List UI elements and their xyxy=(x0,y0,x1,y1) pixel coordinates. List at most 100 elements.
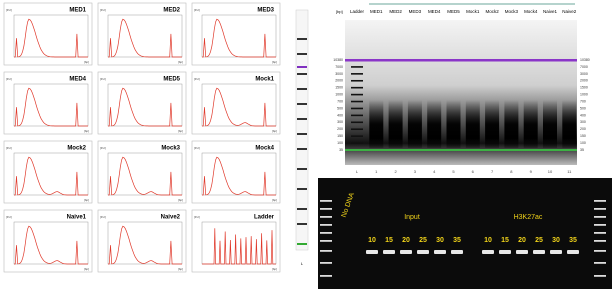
trace xyxy=(202,228,276,265)
lane-number: L xyxy=(356,169,359,174)
gel-ladder-band xyxy=(594,216,606,218)
size-label-left: 1500 xyxy=(335,86,343,90)
gel-ladder-band xyxy=(594,200,606,202)
ladder-strip xyxy=(295,9,309,251)
y-unit: [FU] xyxy=(194,8,200,12)
lane-label: Naive1 xyxy=(543,9,558,14)
plot-area xyxy=(107,152,183,196)
x-unit: [bp] xyxy=(84,198,89,202)
size-label-left: 7000 xyxy=(335,65,343,69)
dna-band xyxy=(417,250,429,254)
gel-ladder-band xyxy=(320,232,332,234)
panel-title: Mock1 xyxy=(255,77,274,83)
dna-band xyxy=(482,250,494,254)
x-unit: [bp] xyxy=(272,129,277,133)
panel-title: Ladder xyxy=(254,215,275,221)
dna-band xyxy=(383,250,395,254)
strip-band xyxy=(297,133,307,135)
strip-band xyxy=(297,103,307,105)
lane-smear xyxy=(446,100,461,148)
gel-ladder-band xyxy=(594,240,606,242)
size-label-right: 100 xyxy=(580,141,586,145)
lane-label: 35 xyxy=(569,237,577,244)
lane-number: 5 xyxy=(452,169,455,174)
lane-label: 35 xyxy=(453,237,461,244)
lane-label: 15 xyxy=(501,237,509,244)
dna-band xyxy=(550,250,562,254)
lane-label: 20 xyxy=(518,237,526,244)
trace xyxy=(108,18,182,58)
panel-title: Mock2 xyxy=(67,146,86,152)
virtual-gel-bg xyxy=(345,20,577,165)
strip-band xyxy=(297,73,307,75)
lane-label: MED4 xyxy=(428,9,441,14)
lane-label: 15 xyxy=(385,237,393,244)
panel xyxy=(191,140,281,204)
lane-label: Mock1 xyxy=(466,9,480,14)
gel-ladder-band xyxy=(320,250,332,252)
trace xyxy=(202,87,276,127)
trace xyxy=(14,18,88,58)
panel xyxy=(97,2,187,66)
trace xyxy=(202,18,276,58)
x-unit: [bp] xyxy=(178,129,183,133)
strip-band xyxy=(297,118,307,120)
lane-label: 30 xyxy=(552,237,560,244)
x-unit: [bp] xyxy=(178,267,183,271)
strip-band xyxy=(297,38,307,40)
size-label-right: 300 xyxy=(580,120,586,124)
trace xyxy=(108,87,182,127)
strip-label: L xyxy=(301,261,304,266)
x-unit: [bp] xyxy=(272,267,277,271)
panel xyxy=(3,71,93,135)
lane-label: 10 xyxy=(368,237,376,244)
dna-band xyxy=(400,250,412,254)
strip-band xyxy=(297,66,307,68)
gel-ladder-band xyxy=(594,224,606,226)
plot-area xyxy=(201,83,277,127)
size-label-right: 2000 xyxy=(580,79,588,83)
gel-ladder-band xyxy=(320,216,332,218)
x-unit: [bp] xyxy=(178,198,183,202)
lane-number: 3 xyxy=(414,169,417,174)
x-unit: [bp] xyxy=(272,60,277,64)
ladder-band xyxy=(351,86,363,89)
dna-band xyxy=(533,250,545,254)
trace xyxy=(202,156,276,196)
panel xyxy=(97,209,187,273)
size-label-right: 200 xyxy=(580,127,586,131)
lane-smear xyxy=(523,100,538,148)
size-label-right: 400 xyxy=(580,113,586,117)
size-label-right: 1500 xyxy=(580,86,588,90)
lane-label: 20 xyxy=(402,237,410,244)
marker-upper xyxy=(345,59,577,62)
size-label-right: 700 xyxy=(580,99,586,103)
panel xyxy=(97,140,187,204)
strip-band xyxy=(297,188,307,190)
panel-title: MED4 xyxy=(69,77,86,83)
size-label-left: 200 xyxy=(337,127,343,131)
y-unit: [FU] xyxy=(6,215,12,219)
y-unit: [FU] xyxy=(6,146,12,150)
ladder-band xyxy=(351,135,363,137)
lane-label: 10 xyxy=(484,237,492,244)
size-label-right: 1000 xyxy=(580,93,588,97)
size-label-left: 35 xyxy=(339,148,343,152)
strip-band xyxy=(297,208,307,210)
y-unit: [FU] xyxy=(194,146,200,150)
size-label-left: 10380 xyxy=(333,58,343,62)
plot-area xyxy=(107,221,183,265)
size-label-left: 300 xyxy=(337,120,343,124)
y-unit: [FU] xyxy=(6,8,12,12)
marker-lower xyxy=(345,149,577,151)
y-unit: [FU] xyxy=(6,77,12,81)
lane-smear xyxy=(388,100,403,148)
lane-number: 4 xyxy=(433,169,436,174)
panel xyxy=(191,2,281,66)
lane-number: 8 xyxy=(510,169,513,174)
y-unit: [FU] xyxy=(100,77,106,81)
lane-smear xyxy=(543,100,557,148)
strip-band xyxy=(297,53,307,55)
panel-title: MED5 xyxy=(163,77,180,83)
